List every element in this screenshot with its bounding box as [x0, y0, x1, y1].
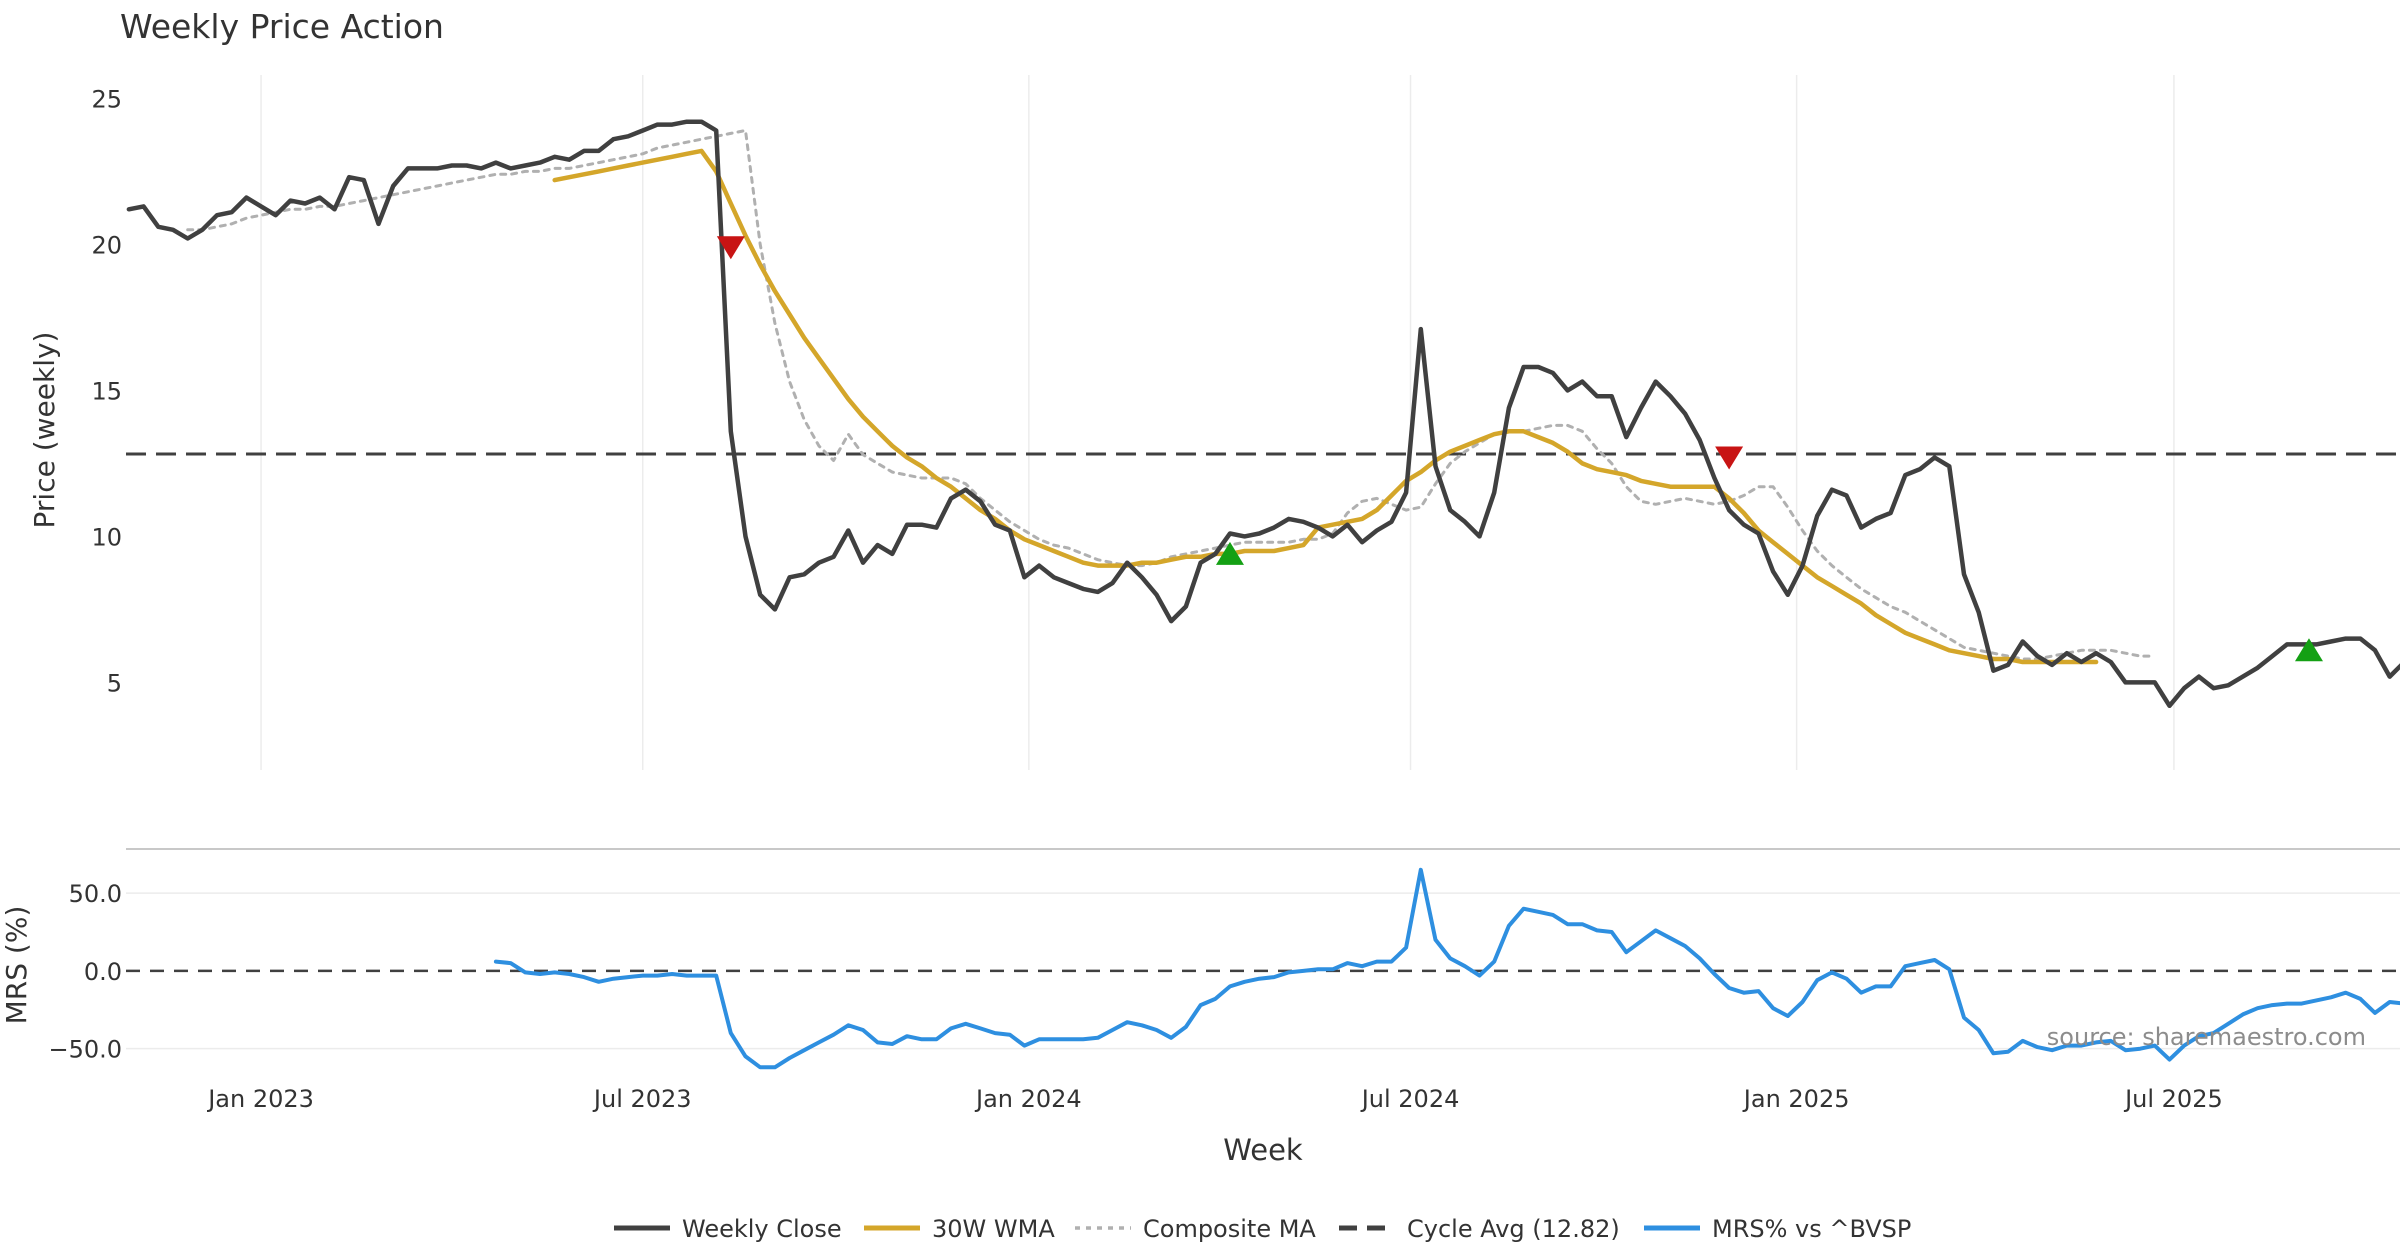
- legend-label: Weekly Close: [682, 1215, 842, 1243]
- x-tick-label: Jul 2025: [2123, 1085, 2223, 1113]
- legend-label: Cycle Avg (12.82): [1407, 1215, 1620, 1243]
- price-panel: 5 10 15 20 25 Price (weekly): [28, 75, 2400, 770]
- legend-label: Composite MA: [1143, 1215, 1316, 1243]
- chart-title: Weekly Price Action: [120, 7, 444, 46]
- buy-signal-marker: [2294, 638, 2323, 662]
- signal-markers: [716, 236, 2323, 662]
- source-annotation: source: sharemaestro.com: [2047, 1023, 2366, 1051]
- price-y-tick-label: 25: [91, 85, 122, 113]
- mrs-y-axis: 50.0 0.0 −50.0: [48, 880, 122, 1064]
- price-y-tick-label: 20: [91, 231, 122, 259]
- buy-signal-marker: [1215, 541, 1244, 565]
- price-y-tick-label: 10: [91, 523, 122, 551]
- legend-label: MRS% vs ^BVSP: [1712, 1215, 1911, 1243]
- sell-signal-marker: [716, 236, 745, 260]
- legend: Weekly Close 30W WMA Composite MA Cycle Avg…: [614, 1215, 1911, 1243]
- price-y-axis: 5 10 15 20 25: [91, 85, 122, 697]
- mrs-y-tick-label: −50.0: [48, 1036, 122, 1064]
- mrs-y-gridlines: [126, 892, 2400, 1050]
- x-tick-label: Jan 2024: [974, 1085, 1082, 1113]
- mrs-line: [493, 867, 2400, 1070]
- price-y-tick-label: 5: [107, 669, 122, 697]
- x-tick-label: Jan 2025: [1742, 1085, 1850, 1113]
- price-y-axis-label: Price (weekly): [28, 332, 61, 529]
- x-axis: Jan 2023 Jul 2023 Jan 2024 Jul 2024 Jan 2025…: [206, 1085, 2223, 1113]
- price-x-gridlines: [260, 75, 2175, 770]
- price-y-tick-label: 15: [91, 377, 122, 405]
- mrs-series: [126, 867, 2400, 1070]
- mrs-y-tick-label: 0.0: [84, 958, 122, 986]
- wma-30w-line: [552, 148, 2099, 665]
- x-tick-label: Jul 2024: [1360, 1085, 1460, 1113]
- x-tick-label: Jan 2023: [206, 1085, 314, 1113]
- sell-signal-marker: [1715, 446, 1744, 470]
- legend-label: 30W WMA: [932, 1215, 1055, 1243]
- mrs-y-axis-label: MRS (%): [0, 906, 33, 1025]
- composite-ma-line: [186, 129, 2157, 661]
- x-tick-label: Jul 2023: [592, 1085, 692, 1113]
- weekly-close-line: [126, 119, 2400, 709]
- x-axis-label: Week: [1223, 1133, 1303, 1167]
- price-series: [126, 119, 2400, 709]
- mrs-y-tick-label: 50.0: [69, 880, 122, 908]
- mrs-panel: 50.0 0.0 −50.0 MRS (%) source: sharemaestr…: [0, 867, 2400, 1070]
